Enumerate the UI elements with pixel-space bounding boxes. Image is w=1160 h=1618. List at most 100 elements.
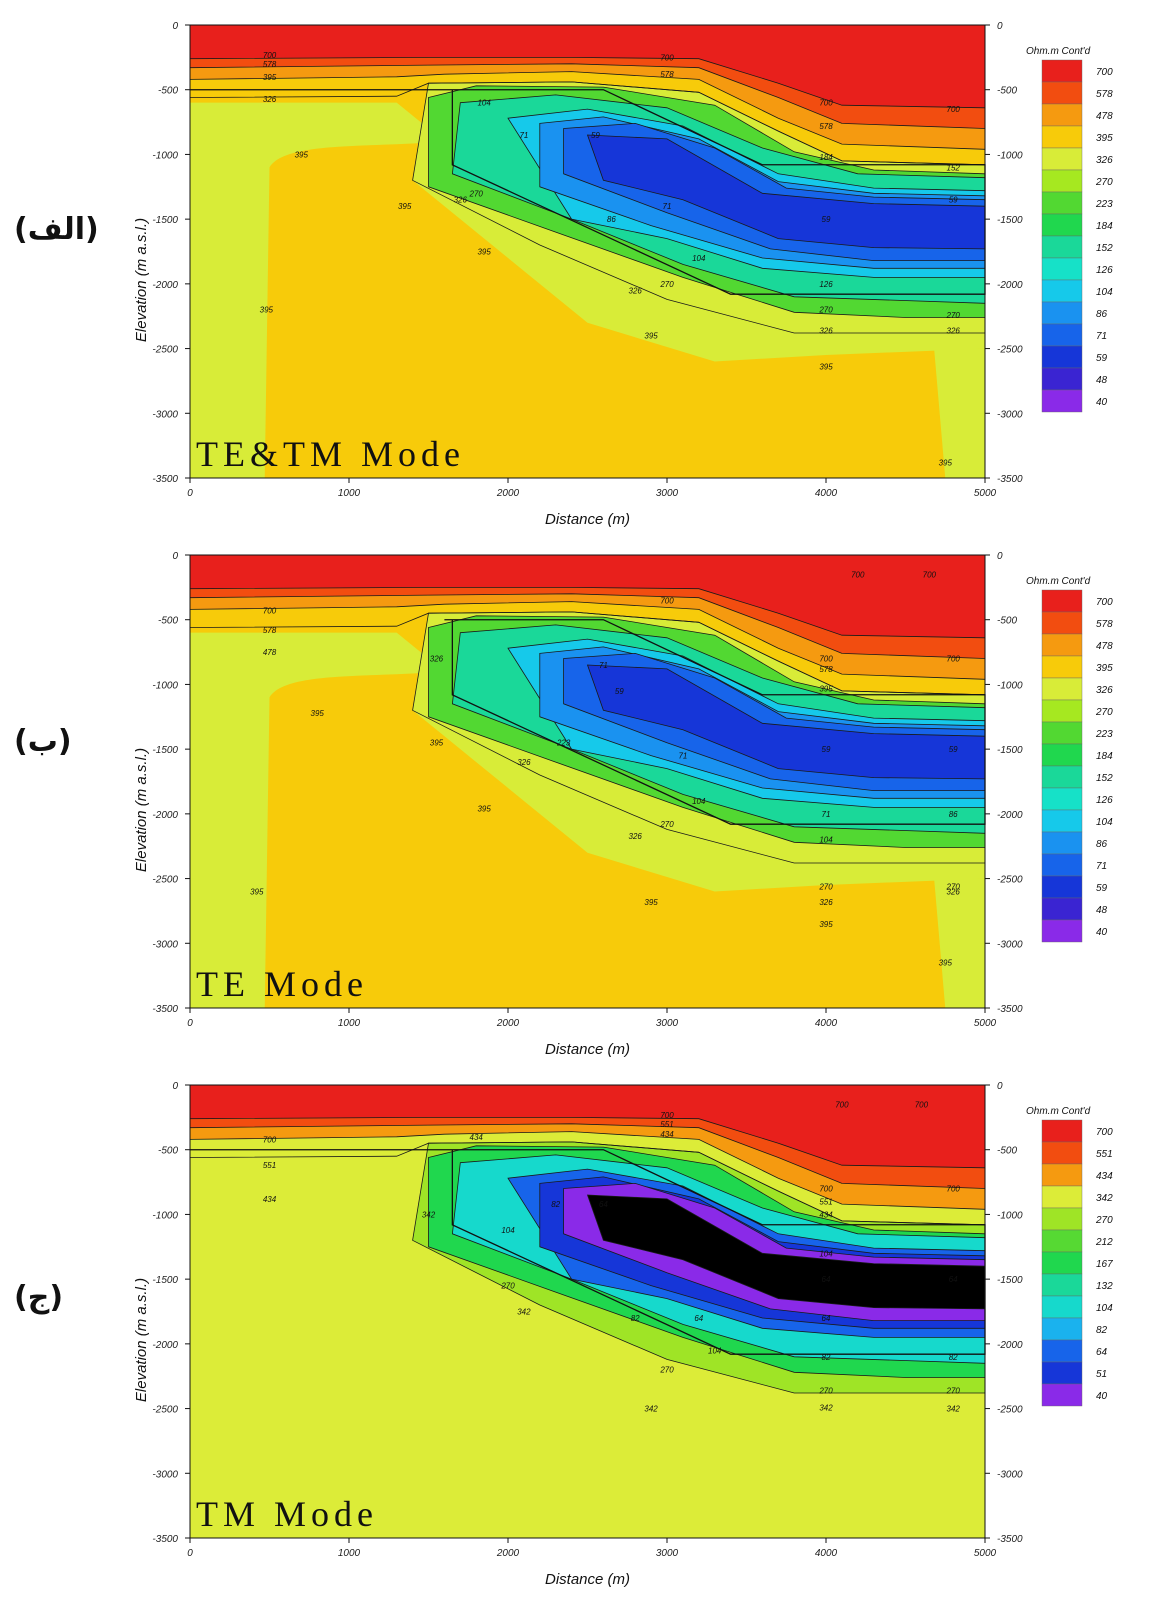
x-axis-label: Distance (m): [545, 511, 630, 528]
contour-label: 395: [430, 739, 444, 748]
contour-line: [189, 593, 986, 659]
contour-label: 270: [818, 882, 833, 891]
contour-label: 270: [946, 1386, 961, 1395]
legend-level-label: 478: [1096, 111, 1113, 122]
legend-swatch: [1041, 59, 1083, 83]
x-tick-label: 1000: [338, 488, 361, 499]
y-tick-label-right: -3500: [997, 1004, 1023, 1015]
y-tick-label-right: -3500: [997, 474, 1023, 485]
contour-label: 578: [263, 60, 277, 69]
contour-label: 395: [819, 363, 833, 372]
contour-label: 82: [949, 1353, 958, 1362]
x-tick-label: 3000: [656, 1548, 679, 1559]
y-tick-label-right: 0: [997, 551, 1003, 562]
contour-label: 395: [477, 805, 491, 814]
y-tick-label-right: -500: [997, 616, 1017, 627]
contour-label: 578: [819, 122, 833, 131]
legend-swatch: [1041, 213, 1083, 237]
legend-swatch: [1041, 103, 1083, 127]
contour-label: 59: [949, 196, 958, 205]
contour-label: 395: [939, 959, 953, 968]
x-tick-label: 1000: [338, 1018, 361, 1029]
contour-label: 395: [263, 73, 277, 82]
y-tick-label: -500: [158, 86, 178, 97]
contour-label: 578: [660, 70, 674, 79]
y-tick-label: -3000: [152, 1469, 178, 1480]
contour-label: 395: [939, 458, 953, 467]
y-tick-label: -1000: [152, 150, 178, 161]
y-tick-label: -2500: [152, 345, 178, 356]
legend-swatch: [1041, 1251, 1083, 1275]
legend-level-label: 223: [1095, 199, 1113, 210]
contour-label: 104: [501, 1226, 515, 1235]
contour-label: 395: [250, 888, 264, 897]
contour-label: 104: [692, 254, 706, 263]
y-tick-label: -3000: [152, 939, 178, 950]
legend-level-label: 59: [1096, 353, 1108, 364]
y-tick-label: 0: [172, 551, 178, 562]
contour-label: 434: [819, 1210, 833, 1219]
contour-label: 59: [949, 745, 958, 754]
band-top-red: [190, 25, 985, 108]
legend-swatch: [1041, 633, 1083, 657]
contour-label: 578: [819, 665, 833, 674]
contour-label: 700: [819, 1185, 833, 1194]
legend-swatch: [1041, 389, 1083, 413]
legend-swatch: [1041, 875, 1083, 899]
contour-label: 700: [835, 1100, 849, 1109]
legend-swatch: [1041, 809, 1083, 833]
contour-line: [189, 1141, 986, 1226]
contour-label: 71: [678, 752, 687, 761]
y-tick-label-right: -1500: [997, 215, 1023, 226]
y-tick-label: -2000: [152, 1340, 178, 1351]
plot-frame: [189, 1084, 986, 1539]
legend-swatch: [1041, 787, 1083, 811]
contour-label: 71: [663, 202, 672, 211]
legend-swatch: [1041, 125, 1083, 149]
legend-swatch: [1041, 1339, 1083, 1363]
contour-label: 326: [947, 888, 961, 897]
contour-line: [189, 71, 986, 150]
legend-level-label: 104: [1096, 287, 1113, 298]
contour-label: 700: [819, 99, 833, 108]
contour-label: 64: [949, 1275, 958, 1284]
legend-level-label: 71: [1096, 331, 1107, 342]
legend-level-label: 51: [1096, 1369, 1107, 1380]
legend-swatch: [1041, 831, 1083, 855]
band-top-red: [190, 1085, 985, 1168]
y-tick-label: -2000: [152, 810, 178, 821]
y-tick-label-right: -3500: [997, 1534, 1023, 1545]
legend-title: Ohm.m Cont'd: [1026, 1106, 1091, 1117]
legend-swatch: [1041, 191, 1083, 215]
legend-swatch: [1041, 743, 1083, 767]
contour-label: 700: [947, 655, 961, 664]
y-tick-label: 0: [172, 1081, 178, 1092]
contour-label: 342: [422, 1210, 436, 1219]
legend-level-label: 104: [1096, 817, 1113, 828]
band-yellow-lower: [412, 180, 986, 362]
contour-line: [189, 601, 986, 680]
contour-label: 326: [819, 898, 833, 907]
contour-label: 270: [818, 1386, 833, 1395]
contour-label: 82: [631, 1314, 640, 1323]
legend-swatch: [1041, 853, 1083, 877]
contour-label: 270: [946, 882, 961, 891]
band-left-margin: [190, 632, 445, 1008]
legend-swatch: [1041, 1383, 1083, 1407]
x-axis-label: Distance (m): [545, 1041, 630, 1058]
plot-frame: [189, 24, 986, 479]
legend-swatch: [1041, 721, 1083, 745]
legend-swatch: [1041, 1229, 1083, 1253]
plot-area: [189, 1085, 986, 1538]
contour-label: 64: [822, 1314, 831, 1323]
contour-line: [189, 611, 986, 696]
contour-label: 71: [822, 810, 831, 819]
contour-label: 342: [644, 1405, 658, 1414]
legend-level-label: 212: [1095, 1237, 1113, 1248]
legend-swatch: [1041, 1317, 1083, 1341]
contour-label: 700: [819, 655, 833, 664]
legend-swatch: [1041, 279, 1083, 303]
legend-level-label: 700: [1096, 597, 1113, 608]
contour-label: 326: [430, 655, 444, 664]
legend-level-label: 342: [1096, 1193, 1113, 1204]
